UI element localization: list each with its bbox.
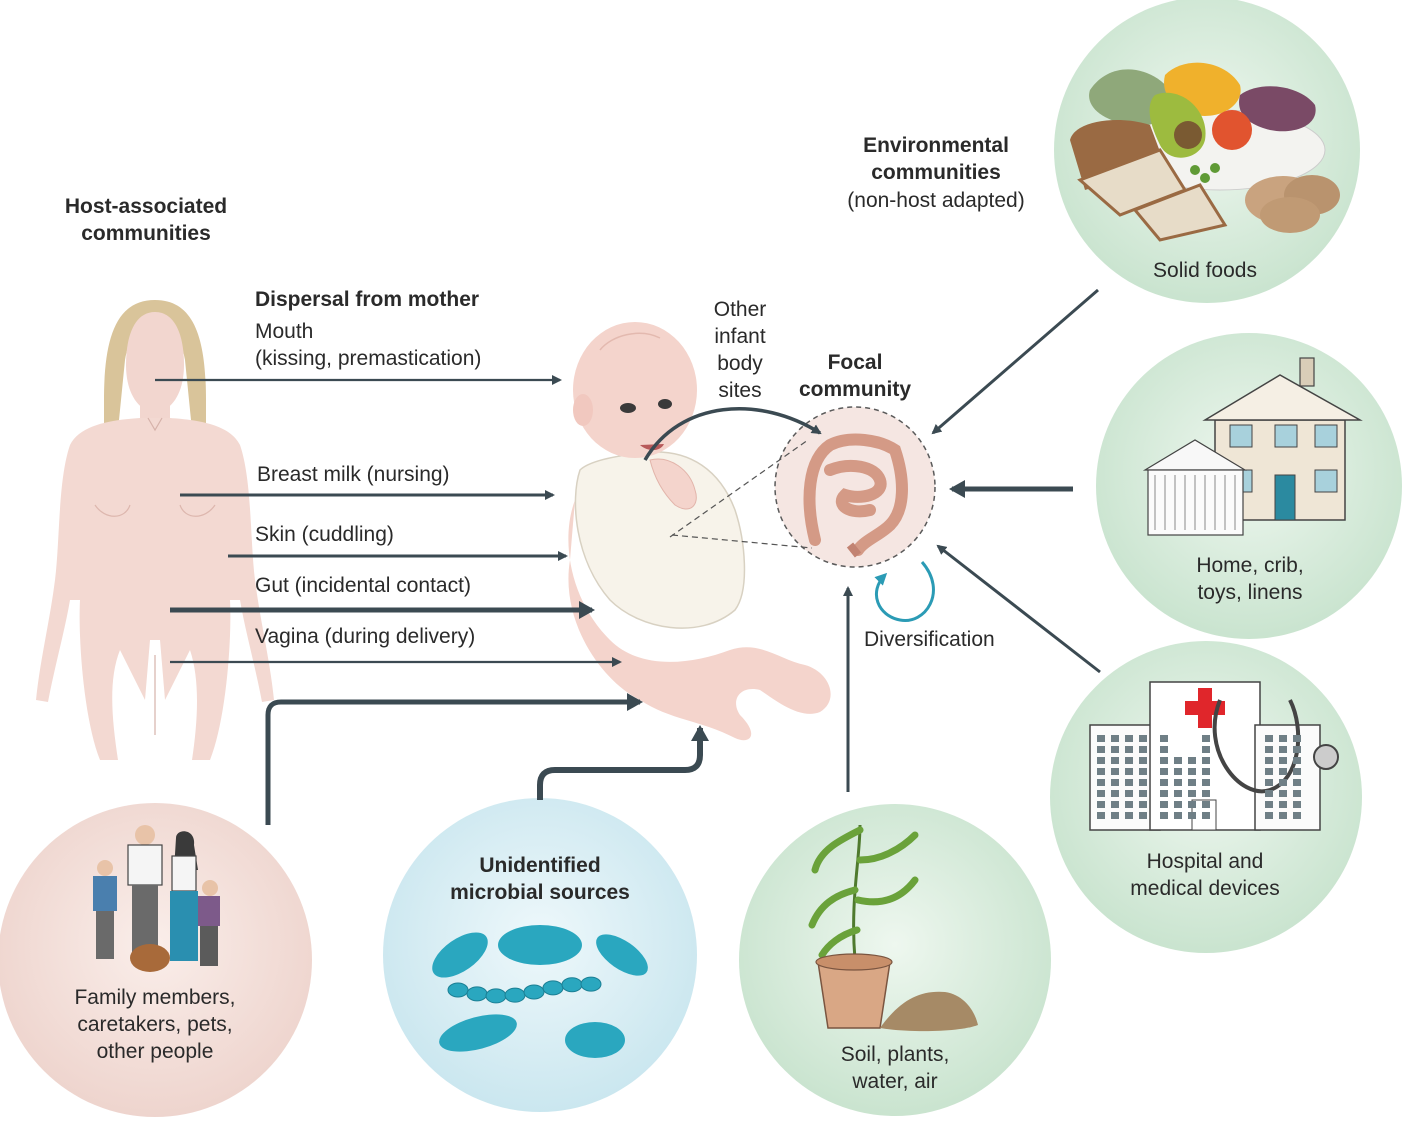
focal-community-circle — [774, 406, 936, 568]
environmental-communities-subtitle: (non-host adapted) — [847, 189, 1025, 212]
diversification-loop-icon — [874, 561, 935, 622]
hospital-illustration — [1089, 681, 1339, 831]
route-vagina-label: Vagina (during delivery) — [255, 625, 476, 648]
food-illustration — [1070, 62, 1340, 242]
route-breast-milk-label: Breast milk (nursing) — [257, 463, 450, 486]
other-infant-sites-label: Other infant body sites — [713, 298, 767, 402]
hospital-label: Hospital and medical devices — [1130, 850, 1280, 900]
solid-foods-label: Solid foods — [1153, 259, 1257, 282]
gut-intestine — [803, 433, 908, 556]
solid-foods-arrow — [931, 288, 1099, 435]
diversification-label: Diversification — [864, 628, 995, 651]
family-arrow — [265, 693, 643, 825]
other-sites-arrow — [643, 407, 822, 461]
home-label: Home, crib, toys, linens — [1196, 554, 1304, 604]
soil-circle — [739, 804, 1051, 1116]
family-illustration — [93, 825, 220, 972]
environmental-communities-heading: Environmental communities — [863, 134, 1009, 184]
soil-label: Soil, plants, water, air — [840, 1043, 950, 1093]
route-gut-label: Gut (incidental contact) — [255, 574, 471, 597]
route-mouth-label: Mouth (kissing, premastication) — [255, 320, 482, 370]
microbes-illustration — [432, 925, 648, 1058]
host-communities-heading: Host-associated communities — [64, 195, 228, 245]
home-illustration — [1142, 357, 1363, 536]
unidentified-arrow — [537, 725, 709, 800]
mother-figure — [36, 300, 274, 760]
route-skin-label: Skin (cuddling) — [255, 523, 394, 546]
hospital-arrow — [936, 544, 1101, 674]
dispersal-heading: Dispersal from mother — [255, 288, 480, 311]
unidentified-label: Unidentified microbial sources — [450, 854, 630, 904]
plant-illustration — [808, 824, 978, 1032]
focal-community-label: Focal community — [798, 351, 911, 401]
family-label: Family members, caretakers, pets, other … — [74, 986, 236, 1063]
